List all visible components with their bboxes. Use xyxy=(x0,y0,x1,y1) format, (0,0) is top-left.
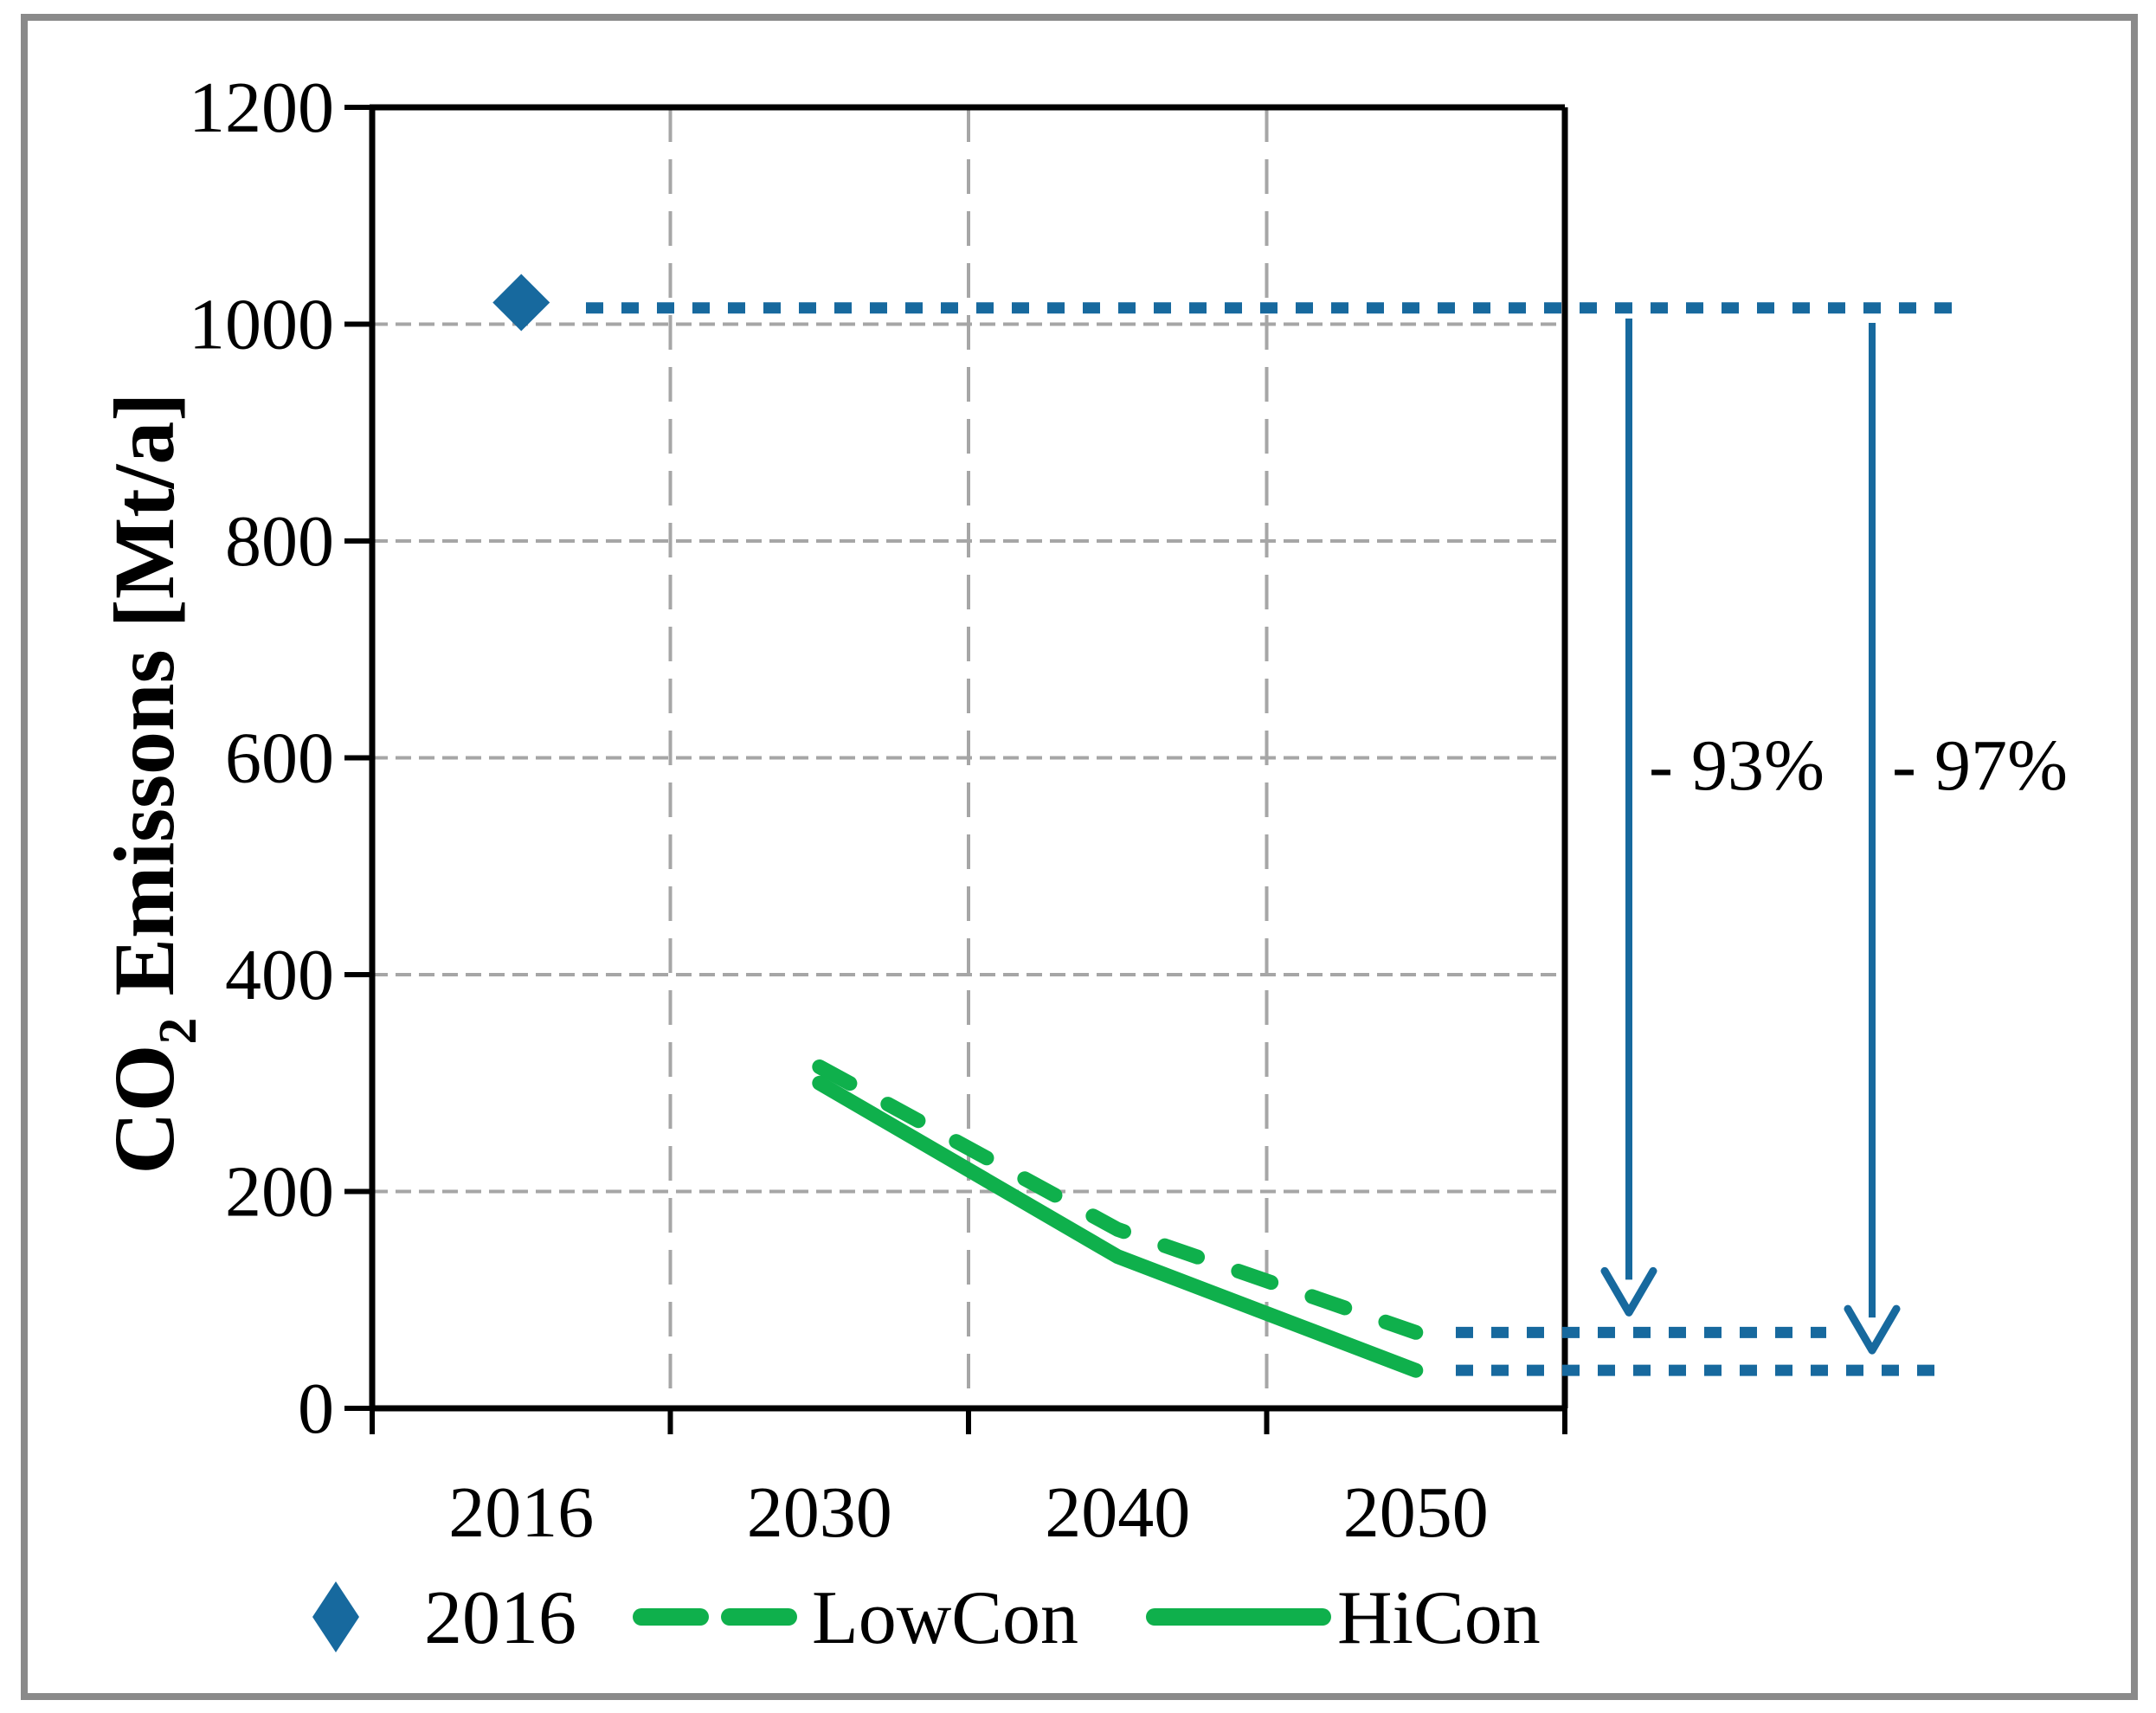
x-tick-label-2016: 2016 xyxy=(448,1472,594,1553)
reduction-arrows xyxy=(1600,319,1901,1355)
y-tick-label-400: 400 xyxy=(225,935,334,1015)
marker-2016-2016 xyxy=(492,274,550,332)
series xyxy=(492,274,1424,1378)
gridlines xyxy=(372,107,1565,1408)
legend-diamond-icon xyxy=(312,1581,359,1652)
y-axis-title: CO2 Emissons [Mt/a] xyxy=(96,392,208,1174)
y-tick-label-800: 800 xyxy=(225,501,334,582)
y-tick-label-200: 200 xyxy=(225,1152,334,1233)
y-tick-label-1200: 1200 xyxy=(189,68,334,148)
legend-label-lowcon: LowCon xyxy=(812,1576,1078,1660)
x-tick-labels: 2016 2030 2040 2050 xyxy=(448,1472,1489,1553)
x-tick-label-2040: 2040 xyxy=(1045,1472,1190,1553)
x-tick-label-2030: 2030 xyxy=(747,1472,892,1553)
reference-lines xyxy=(586,302,1953,1376)
y-tick-labels: 0 200 400 600 800 1000 1200 xyxy=(189,68,334,1449)
y-tick-label-0: 0 xyxy=(298,1368,334,1449)
y-tick-label-600: 600 xyxy=(225,718,334,799)
series-line-LowCon xyxy=(812,1059,1424,1340)
arrow-label-0: - 93% xyxy=(1649,725,1825,806)
arrow-label-1: - 97% xyxy=(1892,725,2068,806)
legend: 2016 LowCon HiCon xyxy=(312,1576,1541,1660)
axes xyxy=(344,104,1568,1434)
x-tick-label-2050: 2050 xyxy=(1343,1472,1489,1553)
arrow-head-icon xyxy=(1600,1266,1657,1317)
y-tick-label-1000: 1000 xyxy=(189,285,334,365)
series-line-HiCon xyxy=(812,1075,1424,1378)
legend-label-2016: 2016 xyxy=(424,1576,576,1660)
outer-frame xyxy=(21,14,2138,1700)
arrow-head-icon xyxy=(1844,1304,1901,1355)
legend-label-hicon: HiCon xyxy=(1337,1576,1541,1660)
